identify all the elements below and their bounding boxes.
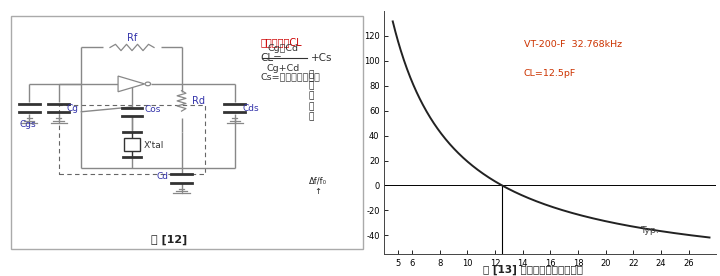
Text: 図 [13] 周波数負荷容量特性例: 図 [13] 周波数負荷容量特性例	[483, 264, 582, 275]
Polygon shape	[118, 76, 145, 92]
Text: CL=12.5pF: CL=12.5pF	[524, 69, 576, 78]
Text: X'tal: X'tal	[144, 141, 164, 150]
Text: 図 [12]: 図 [12]	[150, 235, 186, 245]
Text: 負荷容量：CL: 負荷容量：CL	[261, 38, 302, 48]
Text: VT-200-F  32.768kHz: VT-200-F 32.768kHz	[524, 40, 622, 49]
Text: CL=: CL=	[261, 53, 282, 63]
Bar	[11, 16, 363, 249]
Text: Δf/f₀
↑: Δf/f₀ ↑	[309, 176, 327, 196]
Text: Cs=回路の浮遊容量: Cs=回路の浮遊容量	[261, 72, 320, 81]
Text: Cos: Cos	[145, 105, 161, 114]
Circle shape	[145, 82, 150, 86]
Text: Typ.: Typ.	[640, 226, 660, 235]
Bar	[58, 105, 205, 174]
Text: 周
波
数
偏
差: 周 波 数 偏 差	[309, 71, 314, 121]
Text: Cgs: Cgs	[19, 120, 36, 129]
Text: Cds: Cds	[243, 104, 259, 113]
Bar	[124, 138, 140, 152]
Text: Cg: Cg	[67, 104, 78, 113]
Text: (x10⁻⁶): (x10⁻⁶)	[372, 0, 403, 1]
Text: Rf: Rf	[127, 33, 137, 43]
Text: Cd: Cd	[157, 172, 168, 181]
Text: +Cs: +Cs	[311, 53, 333, 63]
Text: Cg+Cd: Cg+Cd	[266, 64, 300, 73]
Text: Rd: Rd	[192, 96, 204, 106]
Text: Cg・Cd: Cg・Cd	[268, 44, 299, 53]
